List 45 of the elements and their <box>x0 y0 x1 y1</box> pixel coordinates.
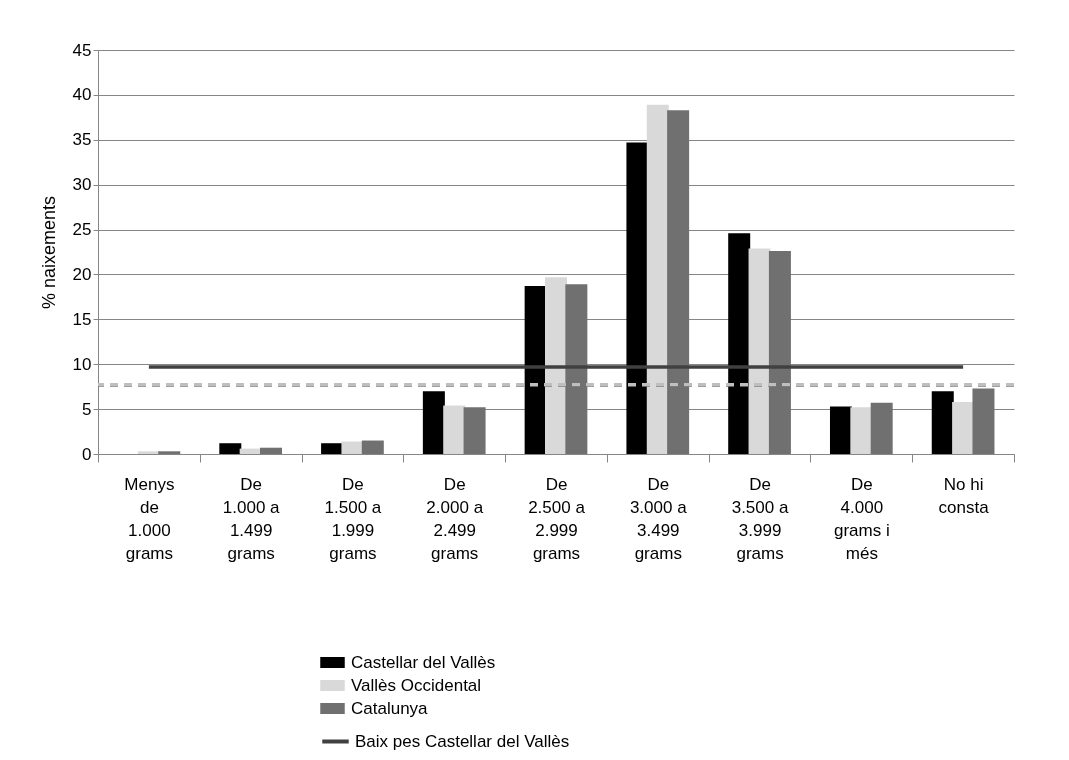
bar <box>850 407 873 454</box>
bar <box>260 447 283 454</box>
bar <box>219 443 242 454</box>
x-tick-label: De 1.000 a 1.499 grams <box>222 474 281 563</box>
y-tick-label: 35 <box>72 130 92 150</box>
bar <box>768 251 791 454</box>
x-tick-label: De 2.000 a 2.499 grams <box>426 474 484 563</box>
bar <box>565 284 588 454</box>
y-axis-title: % naixements <box>38 195 59 310</box>
bar <box>667 110 690 454</box>
bar <box>321 443 344 454</box>
legend-label: Vallès Occidental <box>351 675 482 695</box>
x-tick-label: De 2.500 a 2.999 grams <box>528 474 586 563</box>
bar <box>870 402 893 454</box>
x-tick-label: De 4.000 grams i més <box>833 474 890 563</box>
bar <box>931 391 954 454</box>
x-tick-label: De 3.000 a 3.499 grams <box>629 474 688 563</box>
legend-label: Catalunya <box>351 698 429 718</box>
bar <box>463 407 486 454</box>
bar <box>361 440 384 454</box>
y-tick-label: 25 <box>72 220 92 240</box>
y-tick-label: 10 <box>72 354 92 374</box>
y-tick-label: 40 <box>72 85 92 105</box>
bar <box>972 388 995 454</box>
bar <box>341 441 364 454</box>
y-tick-label: 0 <box>82 444 92 464</box>
bar <box>626 142 649 454</box>
bar <box>829 406 852 454</box>
bar <box>137 451 160 454</box>
x-tick-label: Menys de 1.000 grams <box>124 474 175 563</box>
legend-label: Castellar del Vallès <box>351 652 496 672</box>
bar <box>728 233 751 454</box>
bar <box>443 405 466 454</box>
y-tick-label: 30 <box>72 175 92 195</box>
bar <box>422 391 445 454</box>
y-tick-label: 5 <box>82 399 92 419</box>
bar <box>158 451 181 454</box>
x-tick-label: No hi consta <box>938 474 990 517</box>
y-tick-label: 45 <box>72 40 92 60</box>
y-tick-label: 15 <box>72 309 92 329</box>
x-tick-label: De 3.500 a 3.999 grams <box>731 474 789 563</box>
bar <box>952 401 975 454</box>
y-tick-label: 20 <box>72 264 92 284</box>
x-tick-label: De 1.500 a 1.999 grams <box>324 474 382 563</box>
legend-label: Baix pes Castellar del Vallès <box>355 731 570 751</box>
